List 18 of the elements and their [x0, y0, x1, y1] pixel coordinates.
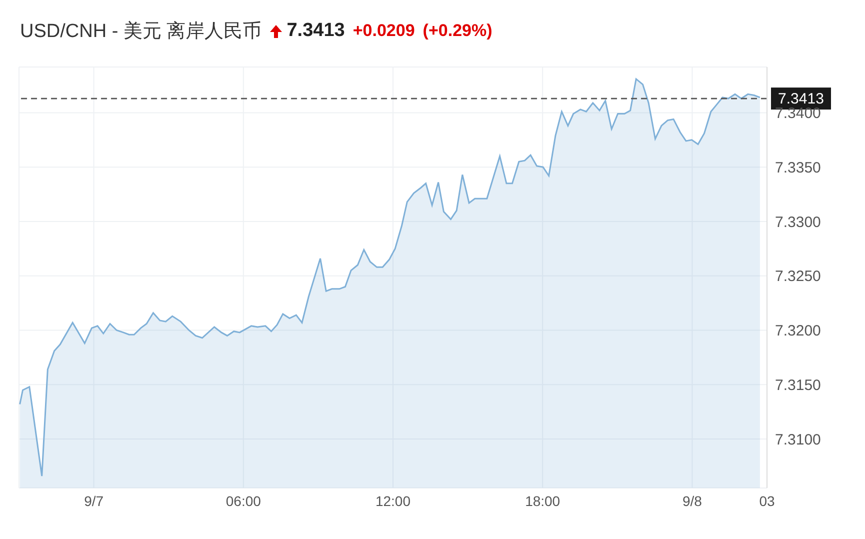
ref-line-label: 7.3413 — [778, 90, 824, 108]
y-tick-label: 7.3400 — [775, 105, 821, 122]
x-tick-label: 12:00 — [375, 492, 411, 509]
y-tick-label: 7.3200 — [775, 322, 821, 340]
x-tick-label: 03 — [759, 492, 775, 509]
y-tick-label: 7.3100 — [775, 431, 821, 448]
chart-title: USD/CNH - 美元 离岸人民币 — [20, 20, 262, 44]
y-tick-label: 7.3250 — [775, 268, 821, 286]
y-tick-label: 7.3150 — [775, 376, 821, 394]
x-tick-label: 9/7 — [84, 492, 104, 509]
x-tick-label: 9/8 — [682, 492, 702, 509]
y-tick-label: 7.3350 — [775, 159, 821, 176]
x-tick-label: 06:00 — [226, 492, 262, 509]
x-tick-label: 18:00 — [525, 492, 560, 509]
text: 7.3413 — [286, 20, 345, 42]
y-tick-label: 7.3300 — [775, 214, 821, 231]
text: +0.0209 — [352, 21, 415, 41]
text: (+0.29%) — [422, 21, 492, 41]
